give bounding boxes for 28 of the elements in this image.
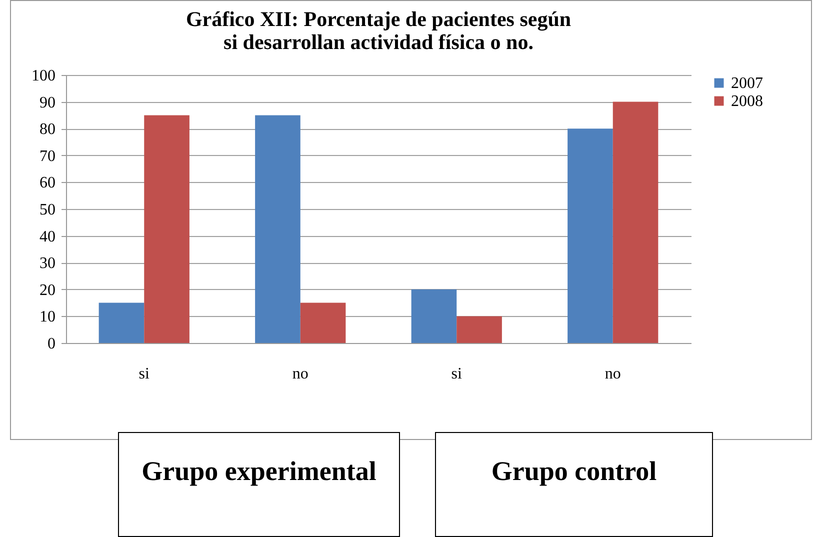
bar — [568, 128, 613, 343]
text: Grupo control — [435, 432, 713, 537]
y-tick-label: 60 — [40, 174, 56, 192]
y-tick-label: 100 — [32, 68, 56, 84]
y-tick-label: 30 — [40, 255, 56, 272]
bar — [255, 115, 300, 343]
bar — [612, 102, 658, 343]
text: Grupo experimental — [118, 432, 400, 537]
legend-label: 2007 — [731, 75, 763, 92]
x-tick-label: si — [451, 366, 463, 382]
x-tick-label: no — [604, 366, 621, 382]
bar — [144, 115, 190, 343]
y-tick-label: 90 — [40, 94, 56, 112]
chart-title: Gráfico XII: Porcentaje de pacientes según si desarrollan actividad física o no. — [186, 7, 572, 54]
bar — [456, 316, 502, 343]
y-tick-label: 20 — [40, 282, 56, 299]
x-tick-label: no — [292, 366, 308, 382]
y-tick-label: 0 — [48, 336, 56, 352]
y-tick-label: 70 — [40, 148, 56, 165]
bar — [300, 302, 346, 343]
y-tick-label: 10 — [40, 308, 56, 326]
bar — [98, 302, 144, 343]
y-tick-label: 50 — [40, 202, 56, 218]
y-tick-label: 40 — [40, 228, 56, 246]
x-tick-label: si — [138, 366, 150, 382]
y-tick-label: 80 — [40, 121, 56, 138]
bar — [411, 289, 457, 343]
legend-label: 2008 — [731, 93, 763, 110]
